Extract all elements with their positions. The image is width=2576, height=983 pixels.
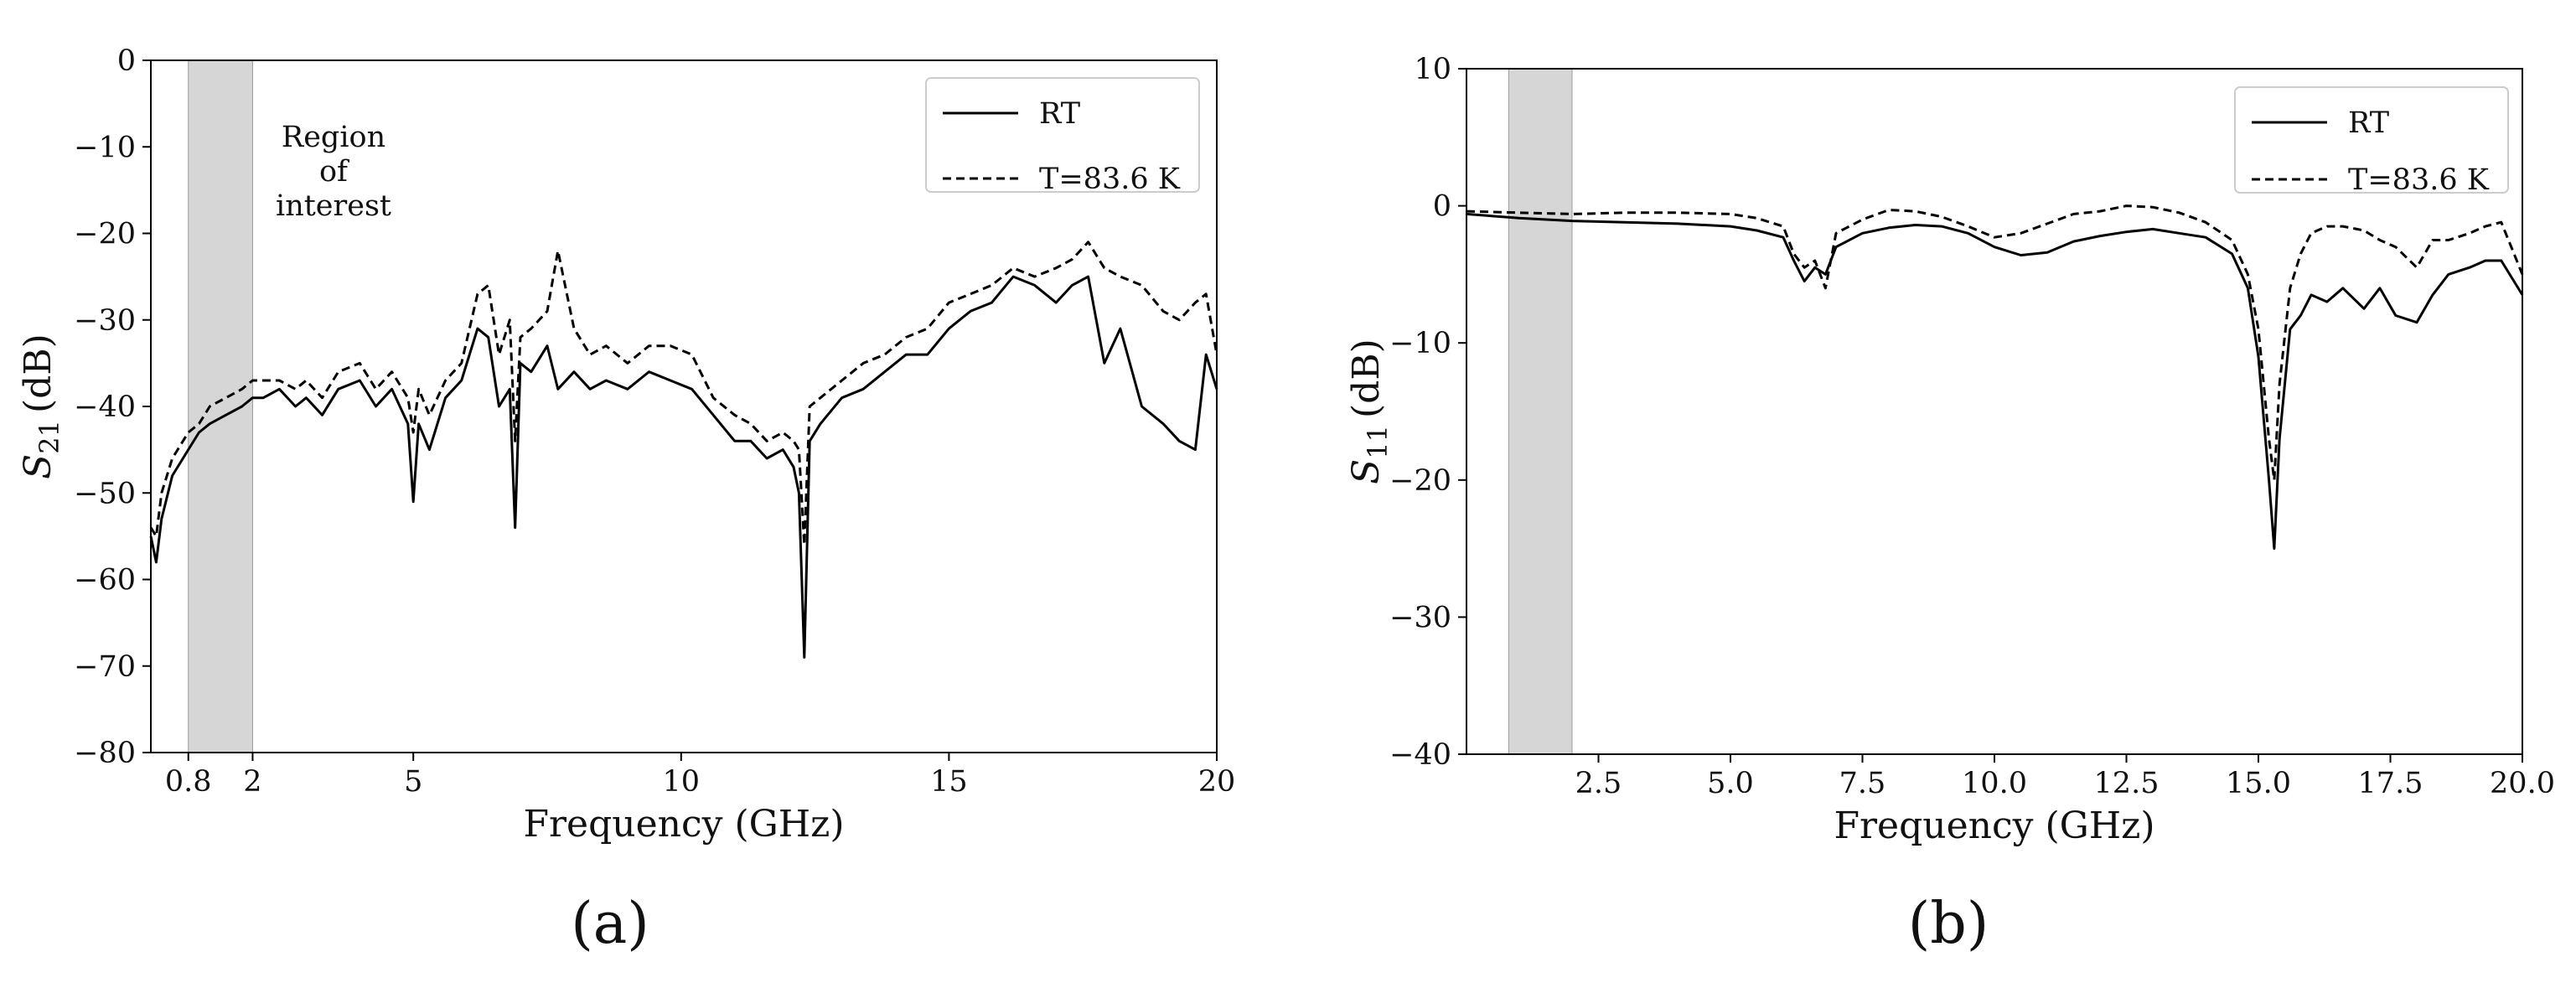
series-line-t83 (149, 241, 1218, 546)
x-tick-label: 20 (1198, 765, 1236, 799)
y-axis-label-unit: (dB) (1345, 339, 1388, 418)
y-tick-label: 0 (1433, 190, 1451, 224)
region-annotation-line: Region (282, 121, 385, 154)
legend: RT T=83.6 K (925, 77, 1200, 196)
x-tick-label: 7.5 (1839, 767, 1886, 800)
x-tick-label: 12.5 (2094, 767, 2160, 800)
x-tick-label: 15.0 (2226, 767, 2291, 800)
region-of-interest-band (1508, 68, 1573, 755)
x-tick-label: 10 (663, 765, 701, 799)
x-tick-label: 10.0 (1962, 767, 2027, 800)
y-axis-label-unit: (dB) (17, 334, 59, 413)
y-tick-label: −40 (1389, 738, 1451, 772)
chart-panel-b: 2.5 5.0 7.5 10.0 12.5 15.0 17.5 20.0 10 0 −10 −20 −3… (1345, 53, 2555, 957)
y-tick-label: −10 (74, 131, 136, 164)
x-tick-label: 20.0 (2490, 767, 2555, 800)
legend-box (925, 77, 1200, 193)
legend-label-rt: RT (2348, 106, 2389, 140)
panel-letter: (b) (1908, 891, 1989, 957)
y-tick-label: 0 (117, 44, 136, 78)
y-axis-label-main: S (1345, 459, 1388, 484)
legend-label-rt: RT (1039, 97, 1080, 131)
legend-label-t83: T=83.6 K (2348, 163, 2490, 197)
y-tick-label: −10 (1389, 327, 1451, 360)
legend-box (2234, 86, 2509, 194)
y-axis-label-sub: 11 (1362, 425, 1394, 459)
y-tick-label: −30 (1389, 601, 1451, 634)
y-tick-label: 10 (1414, 53, 1451, 86)
y-tick-label: −80 (74, 737, 136, 770)
legend: RT T=83.6 K (2234, 86, 2509, 197)
y-tick-label: −30 (74, 304, 136, 338)
series-line-rt (1466, 212, 2524, 551)
series-line-rt (149, 275, 1218, 659)
x-tick-label: 2 (243, 765, 261, 799)
y-tick-label: −40 (74, 391, 136, 424)
y-axis-label: S11 (dB) (1345, 339, 1394, 484)
y-axis-label-main: S (17, 454, 59, 479)
region-annotation-line: of (319, 155, 350, 189)
y-tick-label: −70 (74, 650, 136, 684)
y-tick-label: −50 (74, 477, 136, 510)
x-tick-label: 17.5 (2358, 767, 2423, 800)
x-tick-label: 2.5 (1575, 767, 1622, 800)
region-annotation-line: interest (276, 189, 391, 223)
x-axis-label: Frequency (GHz) (523, 803, 844, 846)
y-tick-label: −20 (1389, 464, 1451, 498)
panel-letter: (a) (571, 891, 649, 957)
y-tick-label: −60 (74, 564, 136, 598)
y-axis-label-sub: 21 (34, 420, 65, 454)
series-line-t83 (1466, 204, 2524, 482)
chart-panel-a: 0.8 2 5 10 15 20 0 −10 −20 −30 −40 −50 −60 −70 −80 Freq… (17, 44, 1235, 957)
x-tick-label: 15 (930, 765, 968, 799)
y-tick-label: −20 (74, 218, 136, 251)
x-axis-label: Frequency (GHz) (1834, 805, 2154, 847)
x-tick-label: 5 (404, 765, 422, 799)
legend-label-t83: T=83.6 K (1039, 163, 1181, 196)
x-tick-label: 5.0 (1707, 767, 1754, 800)
x-tick-label: 0.8 (165, 765, 212, 799)
y-axis-label: S21 (dB) (17, 334, 65, 479)
